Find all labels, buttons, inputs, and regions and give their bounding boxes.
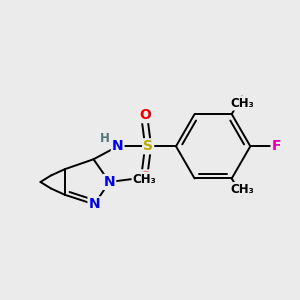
Text: O: O bbox=[139, 170, 151, 184]
Text: N: N bbox=[112, 139, 124, 153]
Text: H: H bbox=[100, 132, 110, 145]
Text: F: F bbox=[272, 139, 281, 153]
Text: N: N bbox=[88, 197, 100, 212]
Text: S: S bbox=[143, 139, 153, 153]
Text: CH₃: CH₃ bbox=[230, 183, 254, 196]
Text: CH₃: CH₃ bbox=[230, 97, 254, 110]
Text: CH₃: CH₃ bbox=[133, 172, 156, 185]
Text: O: O bbox=[139, 108, 151, 122]
Text: N: N bbox=[103, 175, 115, 189]
